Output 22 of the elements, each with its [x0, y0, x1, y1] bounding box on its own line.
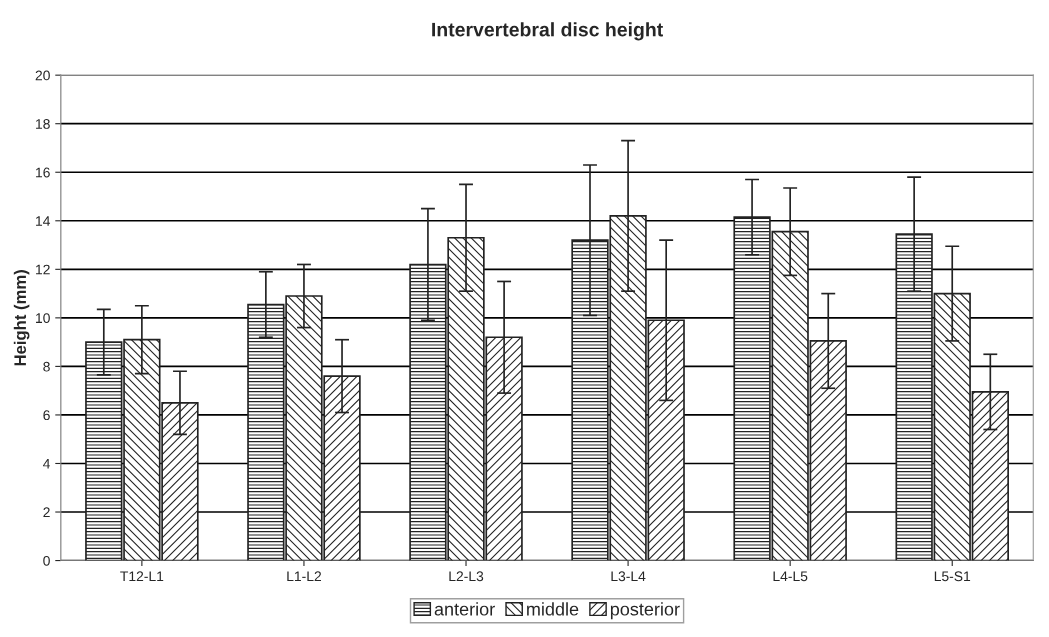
- x-tick-label: L1-L2: [287, 571, 322, 582]
- chart-title: Intervertebral disc height: [432, 22, 663, 41]
- x-tick-label: L4-L5: [773, 571, 808, 582]
- legend-label: middle: [527, 602, 579, 616]
- y-tick-label: 2: [43, 507, 50, 518]
- y-tick-label: 6: [43, 410, 50, 421]
- y-tick-label: 0: [43, 555, 50, 566]
- y-axis-title: Height (mm): [13, 270, 30, 366]
- y-tick-label: 4: [43, 458, 51, 469]
- y-tick-label: 18: [36, 119, 50, 129]
- y-tick-label: 16: [36, 167, 50, 178]
- legend-label: posterior: [610, 602, 680, 620]
- y-tick-label: 8: [43, 361, 50, 372]
- x-tick-label: L5-S1: [934, 571, 971, 582]
- y-tick-label: 12: [36, 264, 50, 275]
- y-tick-label: 10: [36, 313, 50, 324]
- y-tick-label: 14: [36, 216, 51, 226]
- x-tick-label: L3-L4: [611, 571, 646, 582]
- x-tick-label: L2-L3: [449, 571, 484, 582]
- x-tick-label: T12-L1: [120, 571, 164, 582]
- legend-label: anterior: [434, 602, 495, 616]
- y-tick-label: 20: [35, 70, 50, 81]
